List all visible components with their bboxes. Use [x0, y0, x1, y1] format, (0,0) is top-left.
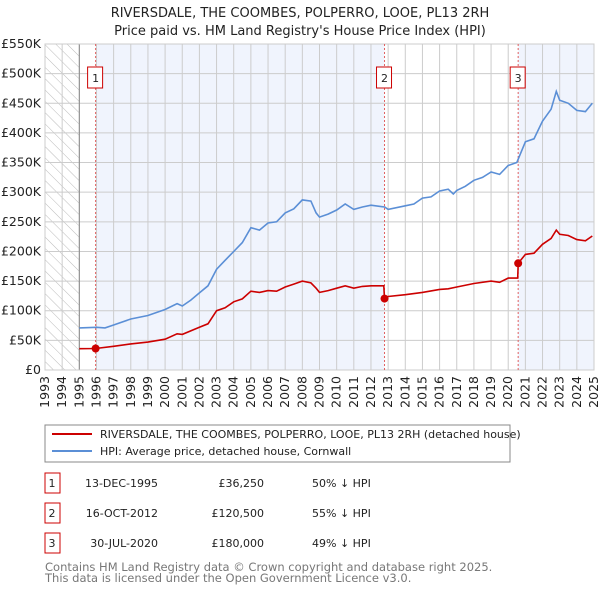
x-tick-label: 1997 [106, 376, 121, 408]
x-tick-label: 2009 [312, 376, 327, 408]
legend-label-property: RIVERSDALE, THE COOMBES, POLPERRO, LOOE,… [100, 428, 521, 441]
x-tick-label: 2005 [243, 376, 258, 408]
y-tick-label: £100K [1, 303, 42, 318]
x-tick-label: 2016 [432, 376, 447, 408]
x-tick-label: 2006 [260, 376, 275, 408]
sale-row-id: 2 [49, 507, 56, 520]
sale-row-id: 1 [49, 477, 56, 490]
y-tick-label: £250K [1, 214, 42, 229]
y-tick-label: £550K [1, 36, 42, 51]
sale-row-date: 30-JUL-2020 [90, 537, 158, 550]
hpi-line [79, 88, 593, 329]
x-tick-label: 2010 [329, 376, 344, 408]
x-tick-label: 2015 [414, 376, 429, 408]
x-tick-label: 2002 [191, 376, 206, 408]
x-tick-label: 2004 [226, 376, 241, 408]
sale-row-badge [44, 472, 61, 494]
sale-row-date: 16-OCT-2012 [86, 507, 158, 520]
x-tick-label: 1993 [37, 376, 52, 408]
x-tick-label: 2012 [363, 376, 378, 408]
y-tick-label: £400K [1, 125, 42, 140]
sale-point-1 [91, 344, 100, 353]
x-tick-label: 1999 [140, 376, 155, 408]
sale-point-3 [514, 259, 523, 268]
sale-row-price: £180,000 [212, 537, 265, 550]
property-price-line [79, 228, 593, 350]
sale-label-2: 2 [381, 72, 388, 85]
x-tick-label: 2000 [157, 376, 172, 408]
x-tick-label: 1995 [71, 376, 86, 408]
legend: RIVERSDALE, THE COOMBES, POLPERRO, LOOE,… [44, 424, 521, 463]
y-tick-label: £500K [1, 66, 42, 81]
legend-box [44, 424, 511, 463]
sales-table: 1 13-DEC-1995 £36,250 50% ↓ HPI 2 16-OCT-2012… [44, 472, 371, 554]
sale-label-box-2 [376, 66, 393, 89]
sale-row-price: £120,500 [212, 507, 265, 520]
y-tick-label: £50K [9, 332, 42, 347]
x-tick-label: 2017 [449, 376, 464, 408]
x-tick-label: 2019 [483, 376, 498, 408]
x-tick-label: 2022 [535, 376, 550, 408]
y-tick-label: £0 [25, 362, 41, 377]
y-tick-label: £150K [1, 273, 42, 288]
sale-row-hpi: 49% ↓ HPI [312, 537, 371, 550]
ownership-shade-3 [518, 44, 594, 370]
x-tick-label: 2014 [397, 376, 412, 408]
x-tick-label: 2003 [209, 376, 224, 408]
x-tick-label: 2021 [517, 376, 532, 408]
sale-point-2 [380, 294, 389, 303]
x-tick-label: 2023 [552, 376, 567, 408]
x-tick-label: 2013 [380, 376, 395, 408]
x-tick-label: 2020 [500, 376, 515, 408]
sale-row-hpi: 50% ↓ HPI [312, 477, 371, 490]
x-tick-label: 2008 [294, 376, 309, 408]
x-tick-label: 2024 [569, 376, 584, 408]
sale-label-box-3 [509, 66, 526, 89]
y-tick-label: £300K [1, 184, 42, 199]
legend-label-hpi: HPI: Average price, detached house, Corn… [100, 445, 351, 458]
chart-subtitle: Price paid vs. HM Land Registry's House … [114, 24, 486, 39]
x-tick-label: 1994 [54, 376, 69, 408]
y-tick-label: £200K [1, 243, 42, 258]
footer-licence: This data is licensed under the Open Gov… [44, 571, 411, 585]
sale-row-hpi: 55% ↓ HPI [312, 507, 371, 520]
plot-border [44, 43, 595, 371]
sale-label-box-1 [87, 66, 104, 89]
sale-label-3: 3 [515, 72, 522, 85]
sale-row-badge [44, 502, 61, 524]
x-tick-label: 2001 [174, 376, 189, 408]
sale-label-1: 1 [92, 72, 99, 85]
footer-copyright: Contains HM Land Registry data © Crown c… [45, 560, 492, 574]
x-tick-label: 1996 [88, 376, 103, 408]
x-tick-label: 2018 [466, 376, 481, 408]
x-tick-label: 2007 [277, 376, 292, 408]
x-tick-label: 2011 [346, 376, 361, 408]
y-tick-label: £350K [1, 155, 42, 170]
y-tick-label: £450K [1, 95, 42, 110]
x-tick-label: 1998 [123, 376, 138, 408]
sale-row-date: 13-DEC-1995 [85, 477, 158, 490]
sale-row-price: £36,250 [219, 477, 265, 490]
chart-title: RIVERSDALE, THE COOMBES, POLPERRO, LOOE,… [111, 6, 490, 21]
sale-row-badge [44, 532, 61, 554]
sale-row-id: 3 [49, 537, 56, 550]
x-tick-label: 2025 [586, 376, 600, 408]
